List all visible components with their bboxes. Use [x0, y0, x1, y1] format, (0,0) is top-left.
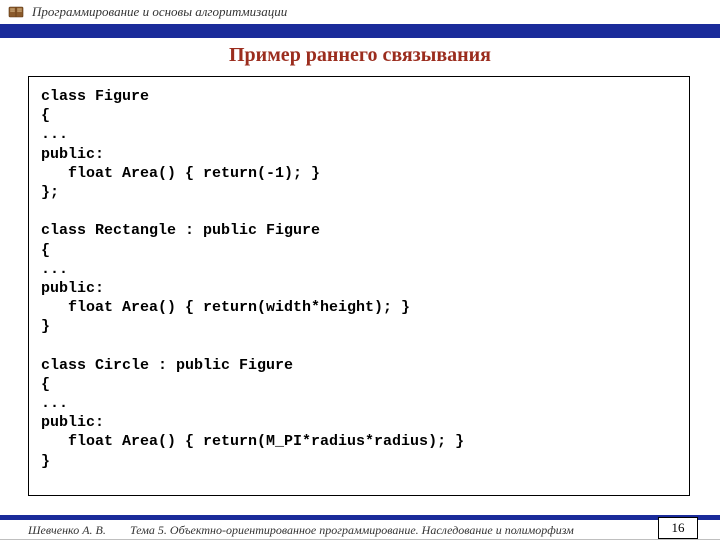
- header-stripe: [0, 24, 720, 38]
- footer: Шевченко А. В. Тема 5. Объектно-ориентир…: [0, 512, 720, 540]
- page-number: 16: [672, 520, 685, 536]
- header-bar: Программирование и основы алгоритмизации: [0, 0, 720, 24]
- footer-author: Шевченко А. В.: [0, 523, 130, 538]
- page-number-box: 16: [658, 517, 698, 539]
- book-icon: [8, 5, 24, 19]
- code-block: class Figure { ... public: float Area() …: [28, 76, 690, 496]
- course-title: Программирование и основы алгоритмизации: [32, 4, 287, 20]
- footer-topic: Тема 5. Объектно-ориентированное програм…: [130, 523, 720, 538]
- footer-content: Шевченко А. В. Тема 5. Объектно-ориентир…: [0, 520, 720, 540]
- slide-title: Пример раннего связывания: [0, 44, 720, 67]
- slide: Программирование и основы алгоритмизации…: [0, 0, 720, 540]
